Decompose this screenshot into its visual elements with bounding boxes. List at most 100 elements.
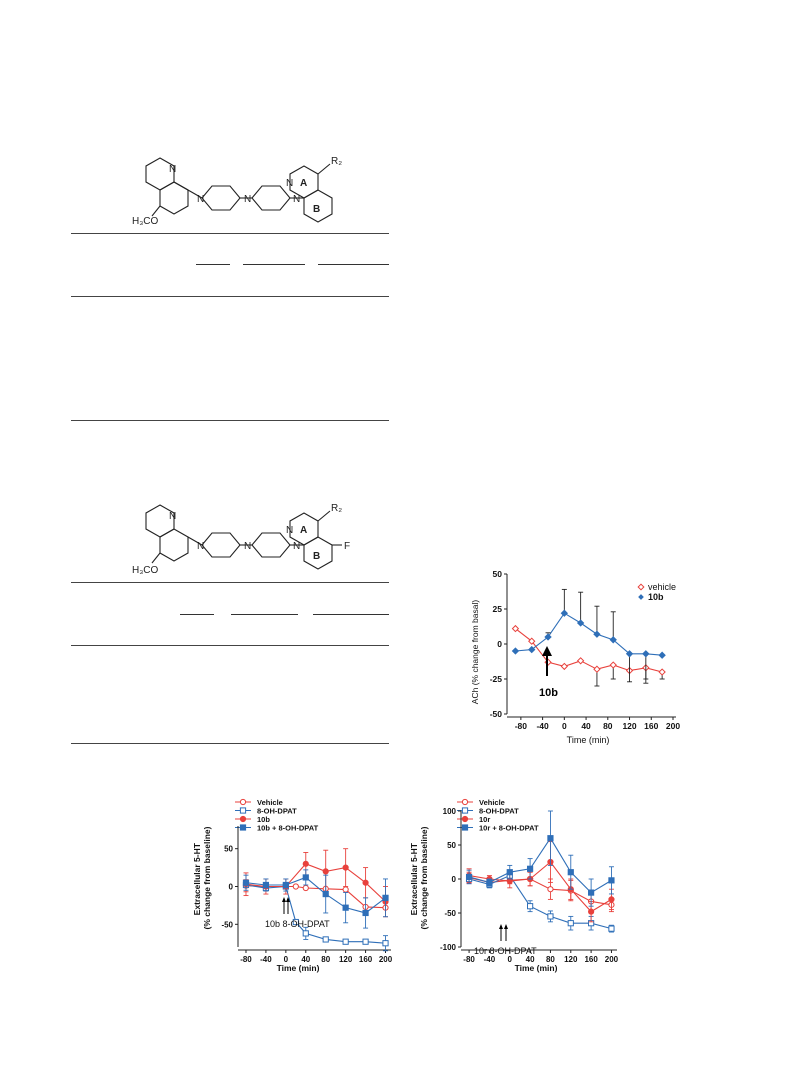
ring-b-label: B [313,551,320,562]
data-point-1 [658,651,666,659]
methoxy-label: H₃CO [132,565,159,576]
table-rule [243,264,305,265]
data-point-3 [486,879,493,886]
data-point-1 [342,938,349,945]
y-axis-title-line1: Extracellular 5-HT [192,842,202,915]
y-tick-label: -50 [490,709,503,719]
legend-label: 10r + 8-OH-DPAT [479,824,539,833]
nitrogen-label: N [197,194,204,205]
table-rule [71,233,389,234]
series-line-0 [515,628,663,673]
data-point-1 [608,925,615,932]
injection-arrows-icon [282,897,290,914]
data-point-1 [642,650,650,658]
x-tick-label: 120 [564,955,578,964]
data-point-1 [560,609,569,617]
nitrogen-label: N [197,541,204,552]
legend-label: 10b + 8-OH-DPAT [257,824,319,833]
annotation-label: 10b 8-OH-DPAT [265,919,330,929]
x-tick-label: 40 [581,721,591,731]
data-point-1 [609,636,617,644]
r2-label: R₂ [331,156,342,167]
ring-b-label: B [313,204,320,215]
data-point-2 [302,860,309,867]
data-point-2 [342,864,349,871]
y-tick-label: 50 [224,845,233,854]
data-point-3 [465,873,473,881]
table-rule [231,614,298,615]
data-point-2 [608,896,615,903]
legend-label: 10b [257,815,270,824]
legend-marker [239,798,247,806]
x-tick-label: 40 [526,955,535,964]
data-point-1 [382,940,389,947]
data-point-1 [567,920,574,927]
data-point-3 [567,869,574,876]
x-tick-label: -80 [463,955,475,964]
y-axis-title: ACh (% change from basal) [470,600,480,705]
y-axis-title-line2: (% change from baseline) [419,826,429,929]
data-point-1 [528,645,536,654]
x-tick-label: 160 [584,955,598,964]
legend-label-vehicle: vehicle [648,582,676,592]
series-line-3 [245,876,386,914]
legend-marker [461,807,469,814]
y-tick-label: -25 [490,674,503,684]
nitrogen-label: N [244,194,251,205]
data-point-3 [527,865,534,872]
x-tick-label: 200 [379,955,393,964]
data-point-1 [576,619,585,627]
y-tick-label: 0 [452,875,457,884]
legend-marker [239,815,247,823]
table-rule [196,264,230,265]
data-point-1 [292,918,299,926]
data-point-0 [593,665,601,673]
legend-label: 8-OH-DPAT [479,807,519,816]
data-point-2 [362,879,369,886]
x-tick-label: 200 [666,721,680,731]
ach-chart: 50 25 0 -25 -50 -80 -40 0 40 80 120 160 200 10b ACh … [470,569,680,745]
x-tick-label: 0 [562,721,567,731]
chemical-structure-1: N N N N N A B H₃CO R₂ [132,156,342,227]
nitrogen-label: N [293,541,300,552]
methoxy-label: H₃CO [132,216,159,227]
table-rule [313,614,389,615]
data-point-1 [302,930,309,937]
nitrogen-label: N [286,525,293,536]
x-axis-title: Time (min) [567,735,610,745]
x-tick-label: 160 [644,721,658,731]
y-axis-title-line1: Extracellular 5-HT [409,842,419,915]
y-tick-label: 0 [497,639,502,649]
y-axis-title-line2: (% change from baseline) [202,826,212,929]
table-rule [71,743,389,744]
y-tick-label: -50 [221,920,233,929]
data-point-1 [322,936,329,943]
y-tick-label: -50 [444,909,456,918]
data-point-3 [302,874,309,881]
x-tick-label: -80 [515,721,528,731]
series-line-2 [468,861,612,913]
x-tick-label: 80 [603,721,613,731]
data-point-3 [382,894,389,901]
legend-label: 8-OH-DPAT [257,807,297,816]
data-point-3 [362,909,369,917]
legend-marker [239,824,247,831]
data-point-0 [576,657,585,665]
nitrogen-label: N [293,194,300,205]
nitrogen-label: N [286,178,293,189]
legend: vehicle 10b [637,582,676,602]
table-rule [180,614,214,615]
legend-marker-10b [638,594,644,600]
data-point-1 [362,938,369,945]
data-point-0 [658,668,666,676]
legend-marker [461,824,469,831]
data-point-1 [527,903,534,910]
table-rule [71,420,389,421]
x-tick-label: -40 [536,721,549,731]
legend-marker [461,798,469,806]
data-point-0 [560,662,569,671]
injection-arrows-icon [499,924,508,941]
data-point-0 [342,886,349,893]
